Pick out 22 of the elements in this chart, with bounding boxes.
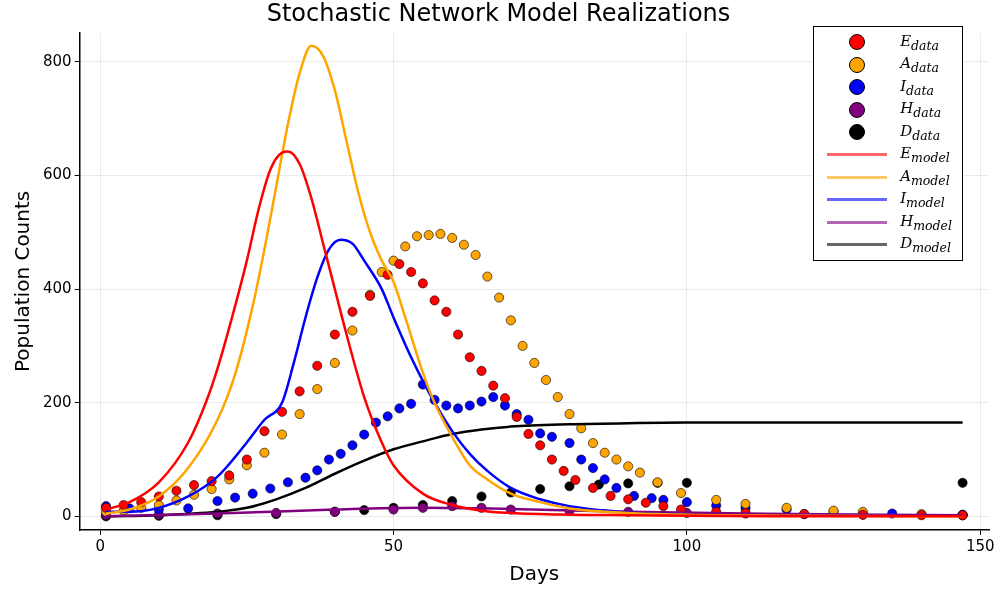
y-tick-label: 200: [42, 392, 72, 411]
legend-label: D$_{model}$: [900, 234, 951, 256]
x-tick-label: 100: [672, 536, 702, 555]
legend-label: H$_{model}$: [900, 211, 952, 233]
legend-label: E$_{model}$: [900, 144, 950, 166]
y-tick-label: 400: [42, 278, 72, 297]
legend-label: I$_{model}$: [900, 189, 945, 211]
legend-label: H$_{data}$: [900, 99, 942, 121]
x-tick-label: 0: [95, 536, 105, 555]
y-tick-label: 800: [42, 51, 72, 70]
y-axis-title: Population Counts: [10, 190, 35, 373]
x-tick-label: 150: [965, 536, 995, 555]
y-tick-label: 600: [42, 165, 72, 184]
legend-label: A$_{data}$: [900, 54, 939, 76]
chart-title: Stochastic Network Model Realizations: [266, 0, 731, 27]
legend-label: E$_{data}$: [900, 31, 940, 53]
legend-label: I$_{data}$: [900, 76, 934, 98]
x-tick-label: 50: [383, 536, 404, 555]
legend-label: A$_{model}$: [900, 166, 950, 188]
legend-label: D$_{data}$: [900, 121, 941, 143]
y-tick-label: 0: [62, 506, 72, 525]
x-axis-title: Days: [509, 561, 560, 586]
